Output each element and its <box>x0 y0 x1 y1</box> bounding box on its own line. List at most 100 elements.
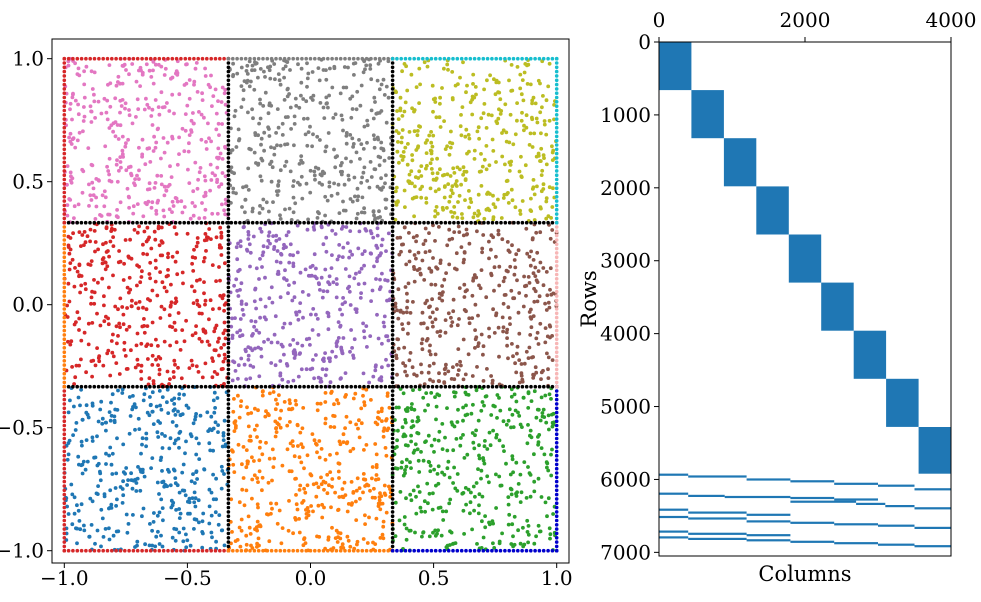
collocation-point <box>62 449 67 454</box>
scatter-point <box>509 387 514 392</box>
scatter-point <box>443 435 447 440</box>
collocation-point <box>486 220 491 225</box>
scatter-point <box>512 272 517 277</box>
collocation-point <box>276 384 281 389</box>
scatter-point <box>194 517 199 522</box>
scatter-point <box>502 293 507 297</box>
scatter-point <box>337 476 341 480</box>
scatter-point <box>311 132 315 137</box>
collocation-point <box>200 56 205 61</box>
scatter-point <box>233 426 238 430</box>
scatter-point <box>268 391 272 396</box>
scatter-point <box>81 459 86 464</box>
scatter-point <box>457 286 462 290</box>
scatter-point <box>267 209 271 214</box>
scatter-point <box>239 517 244 522</box>
scatter-point <box>432 467 436 472</box>
scatter-point <box>435 307 439 311</box>
scatter-point <box>472 211 477 216</box>
collocation-point <box>226 302 231 307</box>
scatter-point <box>460 216 465 221</box>
scatter-point <box>344 141 349 146</box>
scatter-point <box>156 126 161 131</box>
scatter-point <box>377 498 382 503</box>
collocation-point <box>226 505 231 510</box>
scatter-point <box>244 302 249 307</box>
scatter-point <box>116 334 120 338</box>
collocation-point <box>554 544 559 549</box>
collocation-point <box>459 56 464 61</box>
scatter-point <box>70 117 74 122</box>
collocation-point <box>319 220 324 225</box>
scatter-point <box>383 446 388 450</box>
scatter-point <box>161 136 166 140</box>
collocation-point <box>62 285 67 290</box>
collocation-point <box>144 548 149 553</box>
collocation-point <box>226 298 231 303</box>
scatter-point <box>70 522 75 527</box>
collocation-point <box>246 384 251 389</box>
scatter-point <box>377 377 382 382</box>
subdomain-bottom-center <box>227 385 395 553</box>
collocation-point <box>226 61 231 65</box>
scatter-point <box>527 345 532 350</box>
collocation-point <box>226 169 231 173</box>
scatter-point <box>221 293 226 298</box>
scatter-point <box>430 297 434 302</box>
scatter-point <box>359 266 364 271</box>
scatter-point <box>425 337 430 341</box>
scatter-point <box>203 190 208 195</box>
scatter-point <box>497 474 502 479</box>
scatter-point <box>203 302 207 307</box>
scatter-point <box>485 78 489 83</box>
scatter-point <box>152 186 157 190</box>
scatter-point <box>411 424 416 428</box>
scatter-point <box>166 251 171 256</box>
collocation-point <box>192 548 196 553</box>
scatter-point <box>234 245 239 250</box>
scatter-point <box>194 436 199 441</box>
scatter-point <box>297 517 301 521</box>
scatter-point <box>221 431 226 435</box>
scatter-point <box>213 87 218 92</box>
collocation-point <box>330 548 334 553</box>
scatter-point <box>250 63 255 68</box>
collocation-point <box>226 277 231 281</box>
collocation-point <box>278 548 283 553</box>
scatter-point <box>195 278 199 283</box>
scatter-point <box>305 84 309 89</box>
scatter-point <box>289 126 293 131</box>
scatter-point <box>321 105 326 110</box>
scatter-point <box>308 343 312 347</box>
collocation-point <box>62 346 67 350</box>
scatter-point <box>135 230 140 235</box>
scatter-point <box>340 542 345 547</box>
collocation-point <box>435 384 439 389</box>
scatter-point <box>131 394 135 398</box>
scatter-point <box>470 293 475 298</box>
scatter-point <box>123 106 127 111</box>
scatter-point <box>312 438 317 443</box>
scatter-point <box>170 254 175 259</box>
scatter-point <box>221 359 226 364</box>
collocation-point <box>101 384 105 389</box>
scatter-point <box>546 376 551 380</box>
scatter-point <box>519 174 524 179</box>
scatter-point <box>433 282 438 287</box>
scatter-point <box>150 390 155 395</box>
scatter-point <box>312 252 317 257</box>
scatter-point <box>530 98 535 103</box>
scatter-point <box>193 256 198 260</box>
scatter-point <box>143 162 148 167</box>
scatter-point <box>519 373 524 378</box>
collocation-point <box>222 548 226 553</box>
scatter-point <box>548 236 553 241</box>
scatter-point <box>239 65 244 70</box>
scatter-point <box>295 507 300 512</box>
collocation-point <box>62 272 67 277</box>
scatter-point <box>462 295 467 299</box>
scatter-point <box>507 78 511 83</box>
scatter-point <box>267 103 272 108</box>
collocation-point <box>62 95 67 100</box>
